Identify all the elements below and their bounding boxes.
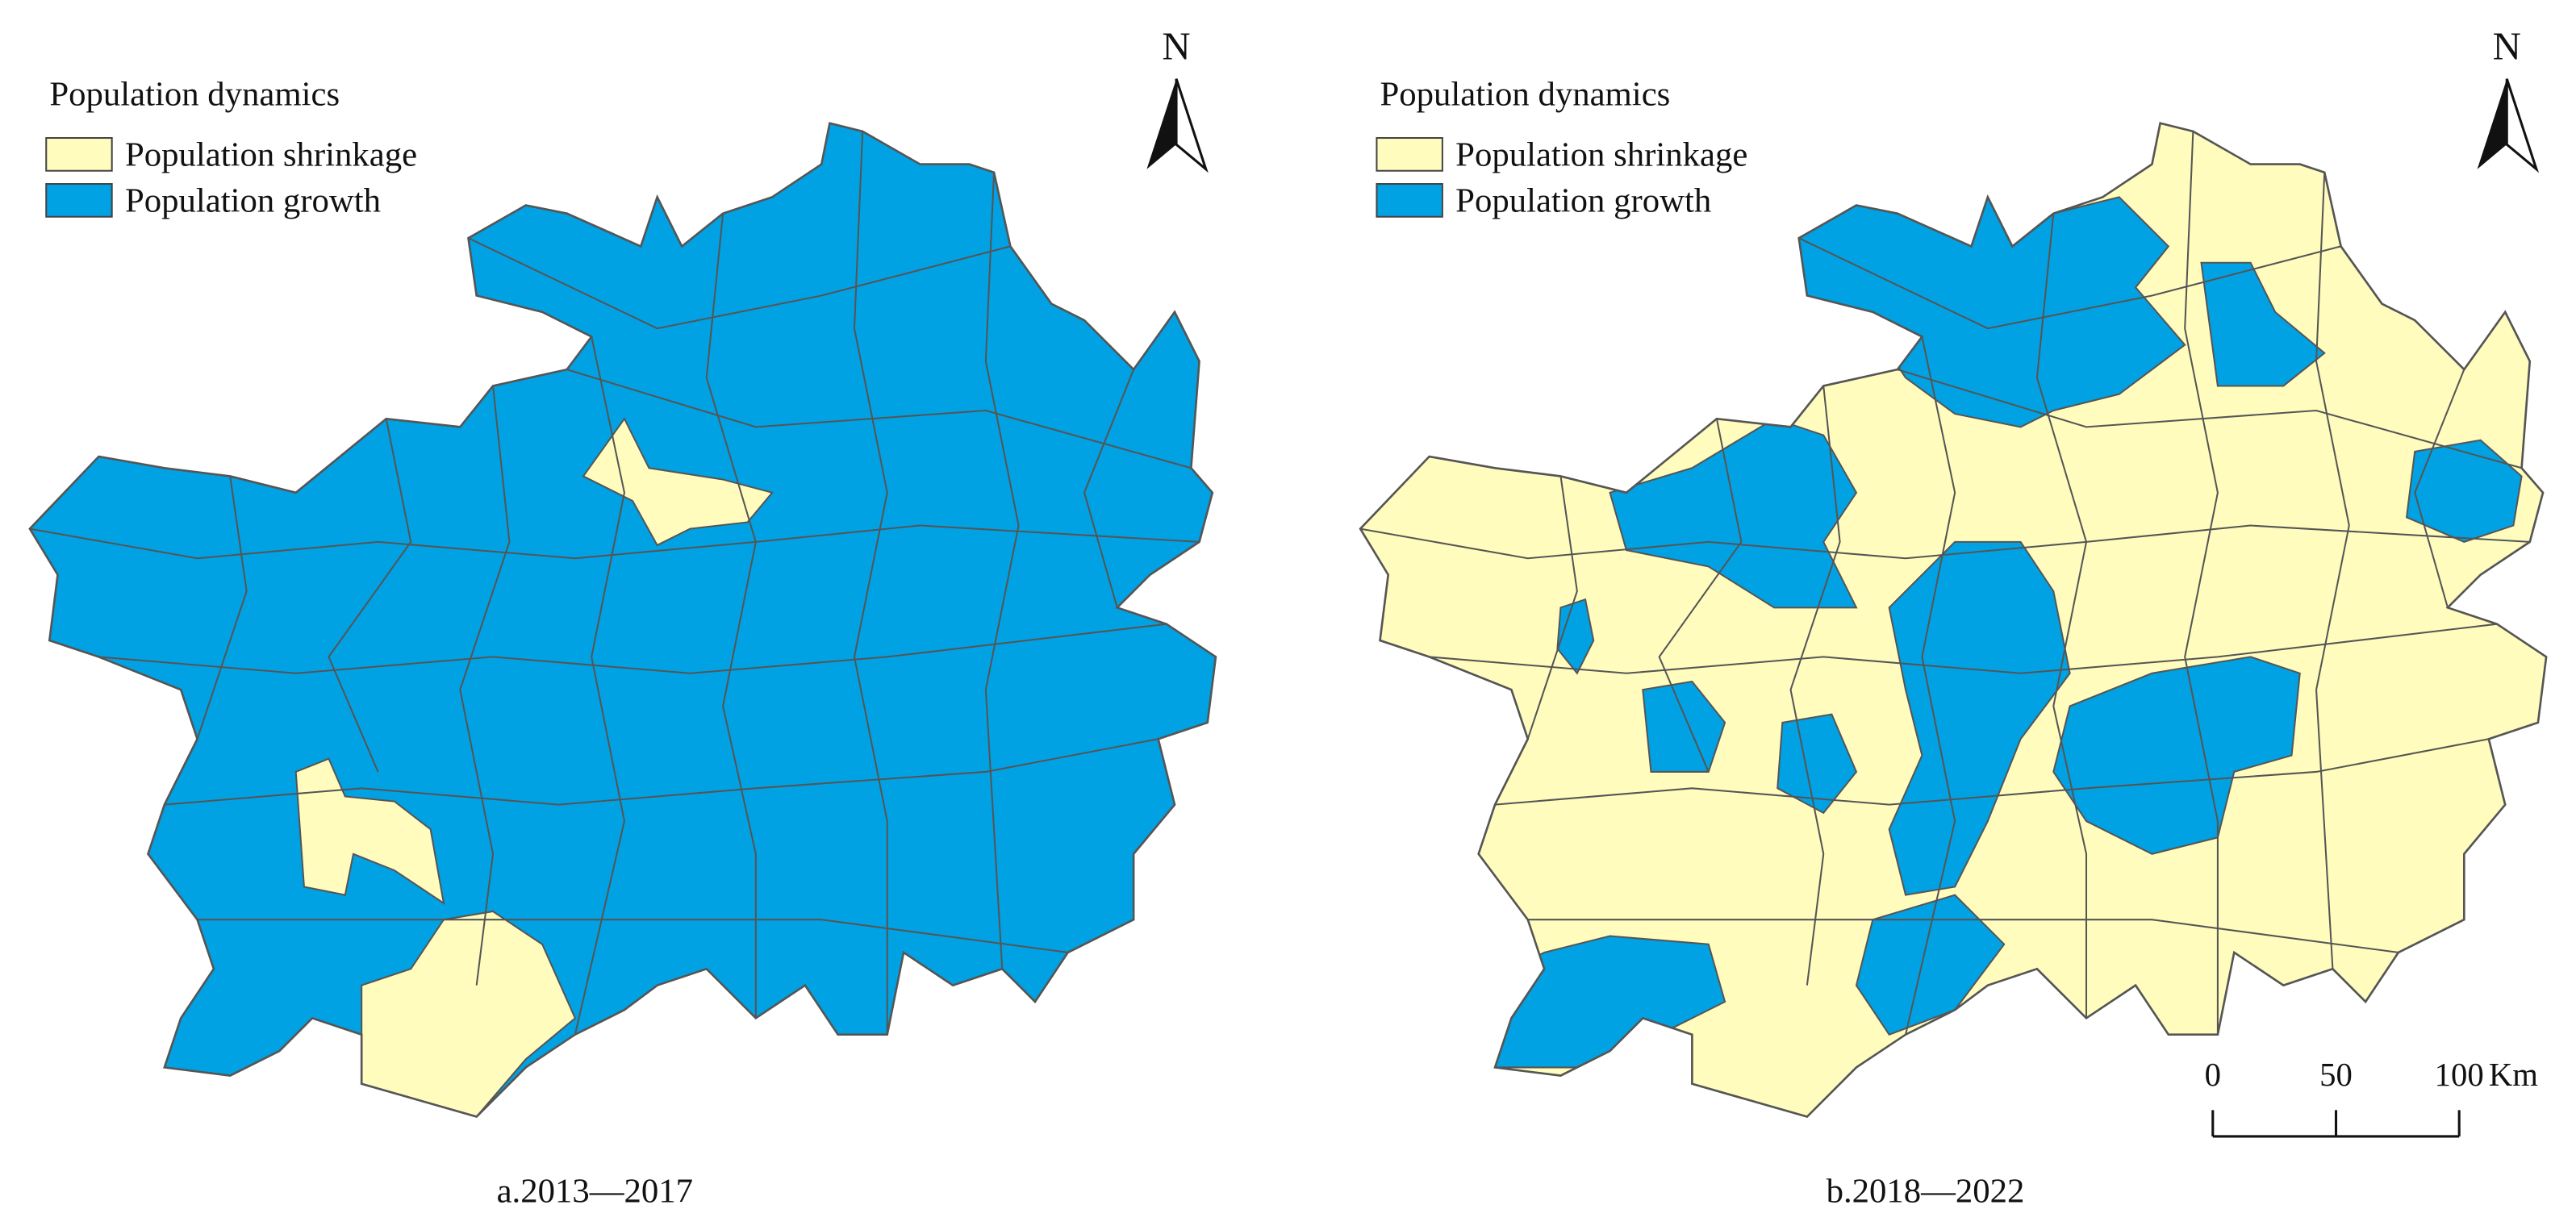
county-border [1526, 476, 1578, 740]
region-patch [2200, 261, 2326, 387]
county-border [2414, 369, 2465, 608]
county-border [2184, 131, 2219, 1035]
county-border [98, 623, 1167, 674]
county-border [984, 172, 1020, 969]
legend-swatch [45, 137, 113, 172]
north-arrow-left [2477, 78, 2507, 169]
county-border [164, 738, 1159, 806]
county-border [1658, 418, 1743, 773]
county-border [566, 369, 1192, 469]
county-border [459, 386, 511, 986]
county-border [197, 919, 1068, 953]
legend-swatch [1376, 183, 1443, 218]
legend-title: Population dynamics [49, 75, 340, 113]
county-border [2315, 172, 2350, 969]
county-border [574, 336, 625, 1035]
map-panel: Population dynamics Population shrinkage P… [28, 23, 1217, 1210]
county-border [1798, 237, 2341, 330]
province-outline [28, 122, 1217, 1118]
region-fill [29, 123, 1216, 1117]
county-border [1429, 623, 2498, 674]
north-label: N [2493, 23, 2521, 68]
north-arrow-left [1146, 78, 1177, 169]
legend-swatch [45, 183, 113, 218]
caption: b.2018—2022 [1827, 1172, 2025, 1210]
north-arrow-right [2505, 78, 2540, 173]
county-border [196, 476, 248, 740]
map [1360, 123, 2547, 1117]
legend-label: Population shrinkage [1455, 136, 1747, 174]
caption: a.2013—2017 [497, 1172, 693, 1210]
scale-tick-label: 50 [2319, 1057, 2353, 1093]
county-border [1494, 738, 2490, 806]
county-border [853, 131, 888, 1035]
region-patch [1477, 935, 1726, 1069]
county-border [468, 237, 1011, 330]
county-border [2035, 213, 2088, 1019]
region-patch [1776, 713, 1858, 815]
north-arrow-right [1175, 78, 1209, 173]
legend-label: Population shrinkage [125, 136, 417, 174]
scale-tick-label: 0 [2205, 1057, 2221, 1093]
county-border [1083, 369, 1135, 608]
county-border [1789, 386, 1841, 986]
legend-label: Population growth [125, 182, 381, 220]
map [29, 123, 1216, 1117]
region-patch [2405, 439, 2523, 543]
region-patch [582, 417, 774, 547]
county-border [1527, 919, 2399, 953]
province-outline [1359, 122, 2548, 1118]
county-border [1905, 336, 1956, 1035]
region-patch [1556, 598, 1595, 675]
region-patch [1642, 680, 1726, 773]
county-border [1360, 524, 2530, 560]
legend-label: Population growth [1455, 182, 1711, 220]
legend-swatch [1376, 137, 1443, 172]
map-panel: Population dynamics Population shrinkage P… [1359, 23, 2548, 1210]
region-patch [1888, 540, 2071, 896]
region-patch [294, 757, 445, 905]
region-patch [1609, 418, 1858, 609]
county-border [328, 418, 412, 773]
county-border [1897, 369, 2522, 469]
north-label: N [1162, 23, 1190, 68]
scale-tick-label: 100 [2435, 1057, 2484, 1093]
county-border [29, 524, 1200, 560]
scale-unit: Km [2489, 1057, 2538, 1093]
county-border [705, 213, 757, 1019]
legend-title: Population dynamics [1380, 75, 1671, 113]
